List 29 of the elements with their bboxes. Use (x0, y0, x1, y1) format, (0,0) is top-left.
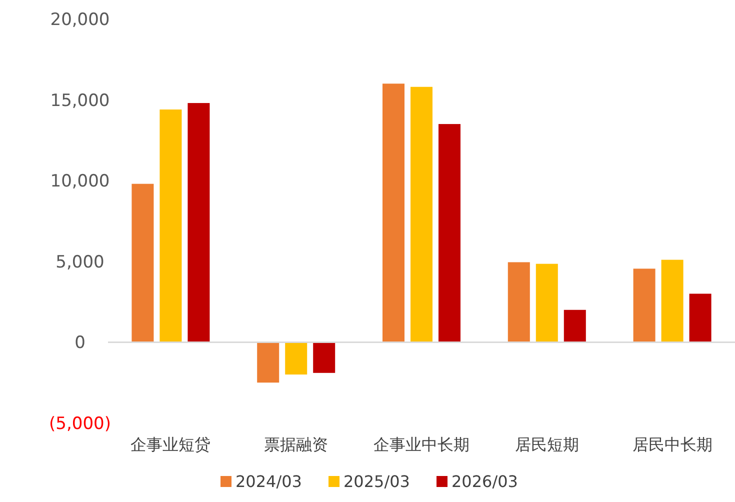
bar (661, 260, 684, 342)
legend-label: 2025/03 (344, 472, 410, 491)
bar (160, 109, 182, 342)
y-tick-label: (5,000) (49, 414, 111, 434)
y-tick-label: 20,000 (50, 10, 110, 30)
x-tick-label: 票据融资 (264, 435, 328, 454)
y-tick-label: 10,000 (50, 172, 110, 192)
bar (564, 310, 586, 342)
legend-label: 2024/03 (236, 472, 302, 491)
bar (257, 342, 280, 383)
bar (382, 84, 404, 342)
x-tick-label: 居民中长期 (632, 435, 712, 454)
bar (410, 86, 432, 342)
bar (438, 124, 460, 342)
bar (536, 264, 558, 342)
bar (508, 262, 530, 342)
x-tick-label: 企事业短贷 (130, 435, 211, 454)
bar (285, 342, 308, 375)
x-tick-label: 企事业中长期 (374, 435, 470, 454)
x-tick-label: 居民短期 (514, 435, 579, 454)
bar (689, 294, 712, 342)
bar (313, 342, 336, 373)
bar (188, 103, 210, 342)
y-tick-label: 15,000 (50, 90, 110, 111)
bar (132, 184, 154, 342)
legend-label: 2026/03 (452, 472, 518, 491)
y-tick-label: 0 (74, 333, 86, 354)
y-tick-label: 5,000 (56, 252, 104, 272)
bar (633, 268, 656, 342)
